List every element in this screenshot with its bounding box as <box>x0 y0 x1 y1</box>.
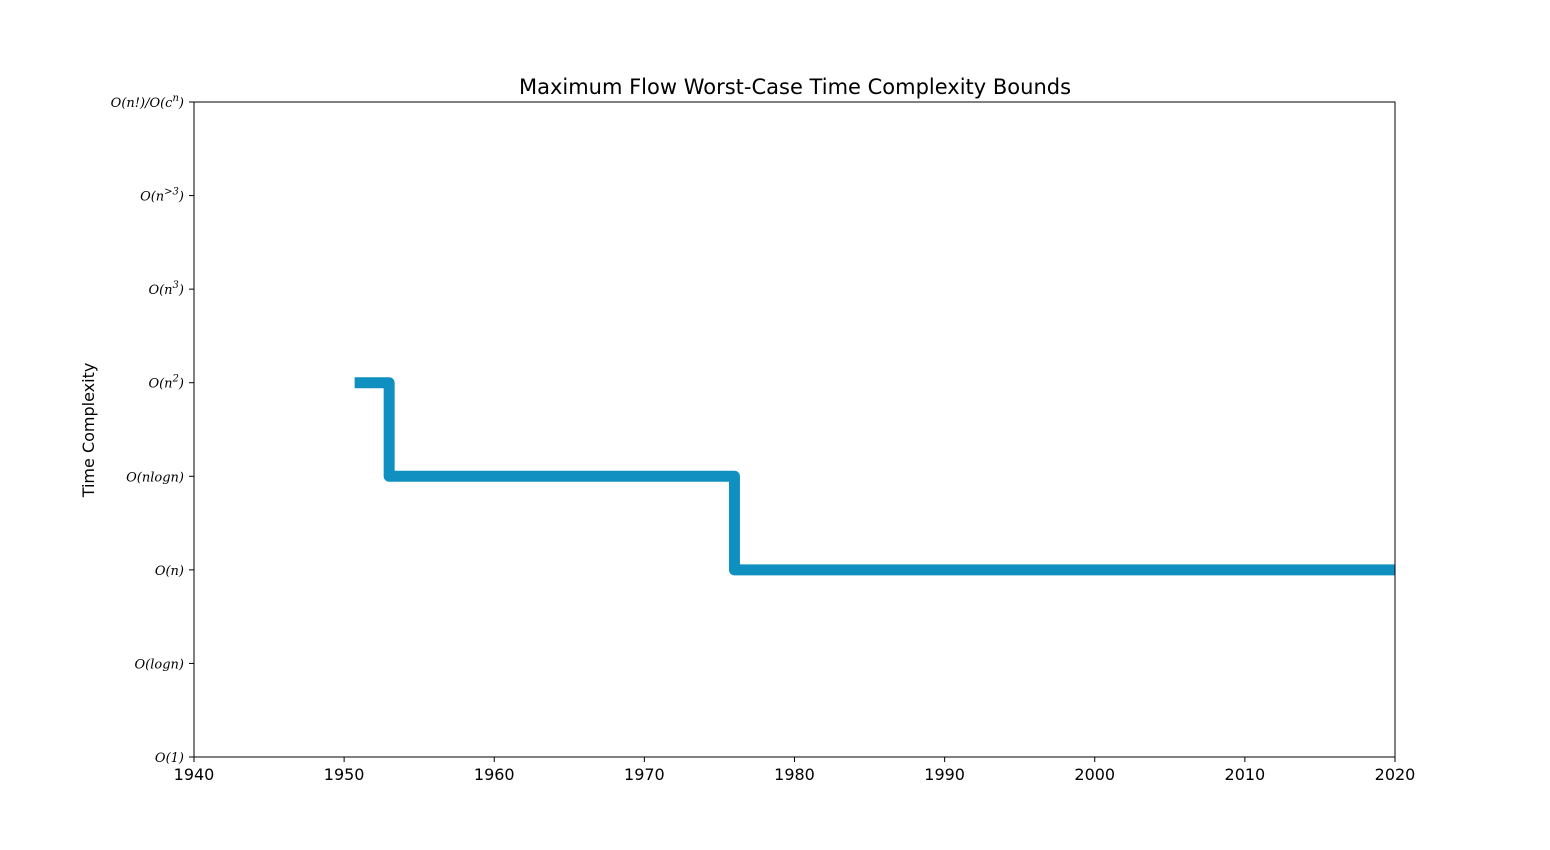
y-tick-label: O(1) <box>155 751 184 766</box>
y-tick-label: O(logn) <box>135 657 184 672</box>
y-tick-label: O(n) <box>155 564 184 579</box>
chart-title: Maximum Flow Worst-Case Time Complexity … <box>519 75 1071 99</box>
x-tick-label: 1990 <box>924 765 965 784</box>
plot-area-frame <box>193 101 1396 758</box>
x-tick-label: 1950 <box>324 765 365 784</box>
y-tick-label: O(n3) <box>148 280 184 298</box>
y-tick-label: O(nlogn) <box>126 470 184 485</box>
y-axis-ticks: O(1) O(logn) O(n) O(nlogn) O(n2) O(n3) O(n>3) O… <box>111 93 194 766</box>
y-tick-label: O(n!)/O(cn) <box>111 93 184 111</box>
y-axis-label: Time Complexity <box>79 363 98 499</box>
x-tick-label: 1970 <box>624 765 665 784</box>
x-tick-label: 2010 <box>1225 765 1266 784</box>
y-tick-label: O(n2) <box>148 374 184 392</box>
x-axis-ticks: 1940 1950 1960 1970 1980 1990 2000 2010 2020 <box>174 757 1416 784</box>
series-line-0 <box>354 377 1395 576</box>
x-tick-label: 1980 <box>774 765 815 784</box>
x-tick-label: 2000 <box>1074 765 1115 784</box>
y-tick-label: O(n>3) <box>140 187 184 205</box>
series-layer <box>354 377 1395 576</box>
x-tick-label: 2020 <box>1375 765 1416 784</box>
x-tick-label: 1960 <box>474 765 515 784</box>
x-tick-label: 1940 <box>174 765 215 784</box>
